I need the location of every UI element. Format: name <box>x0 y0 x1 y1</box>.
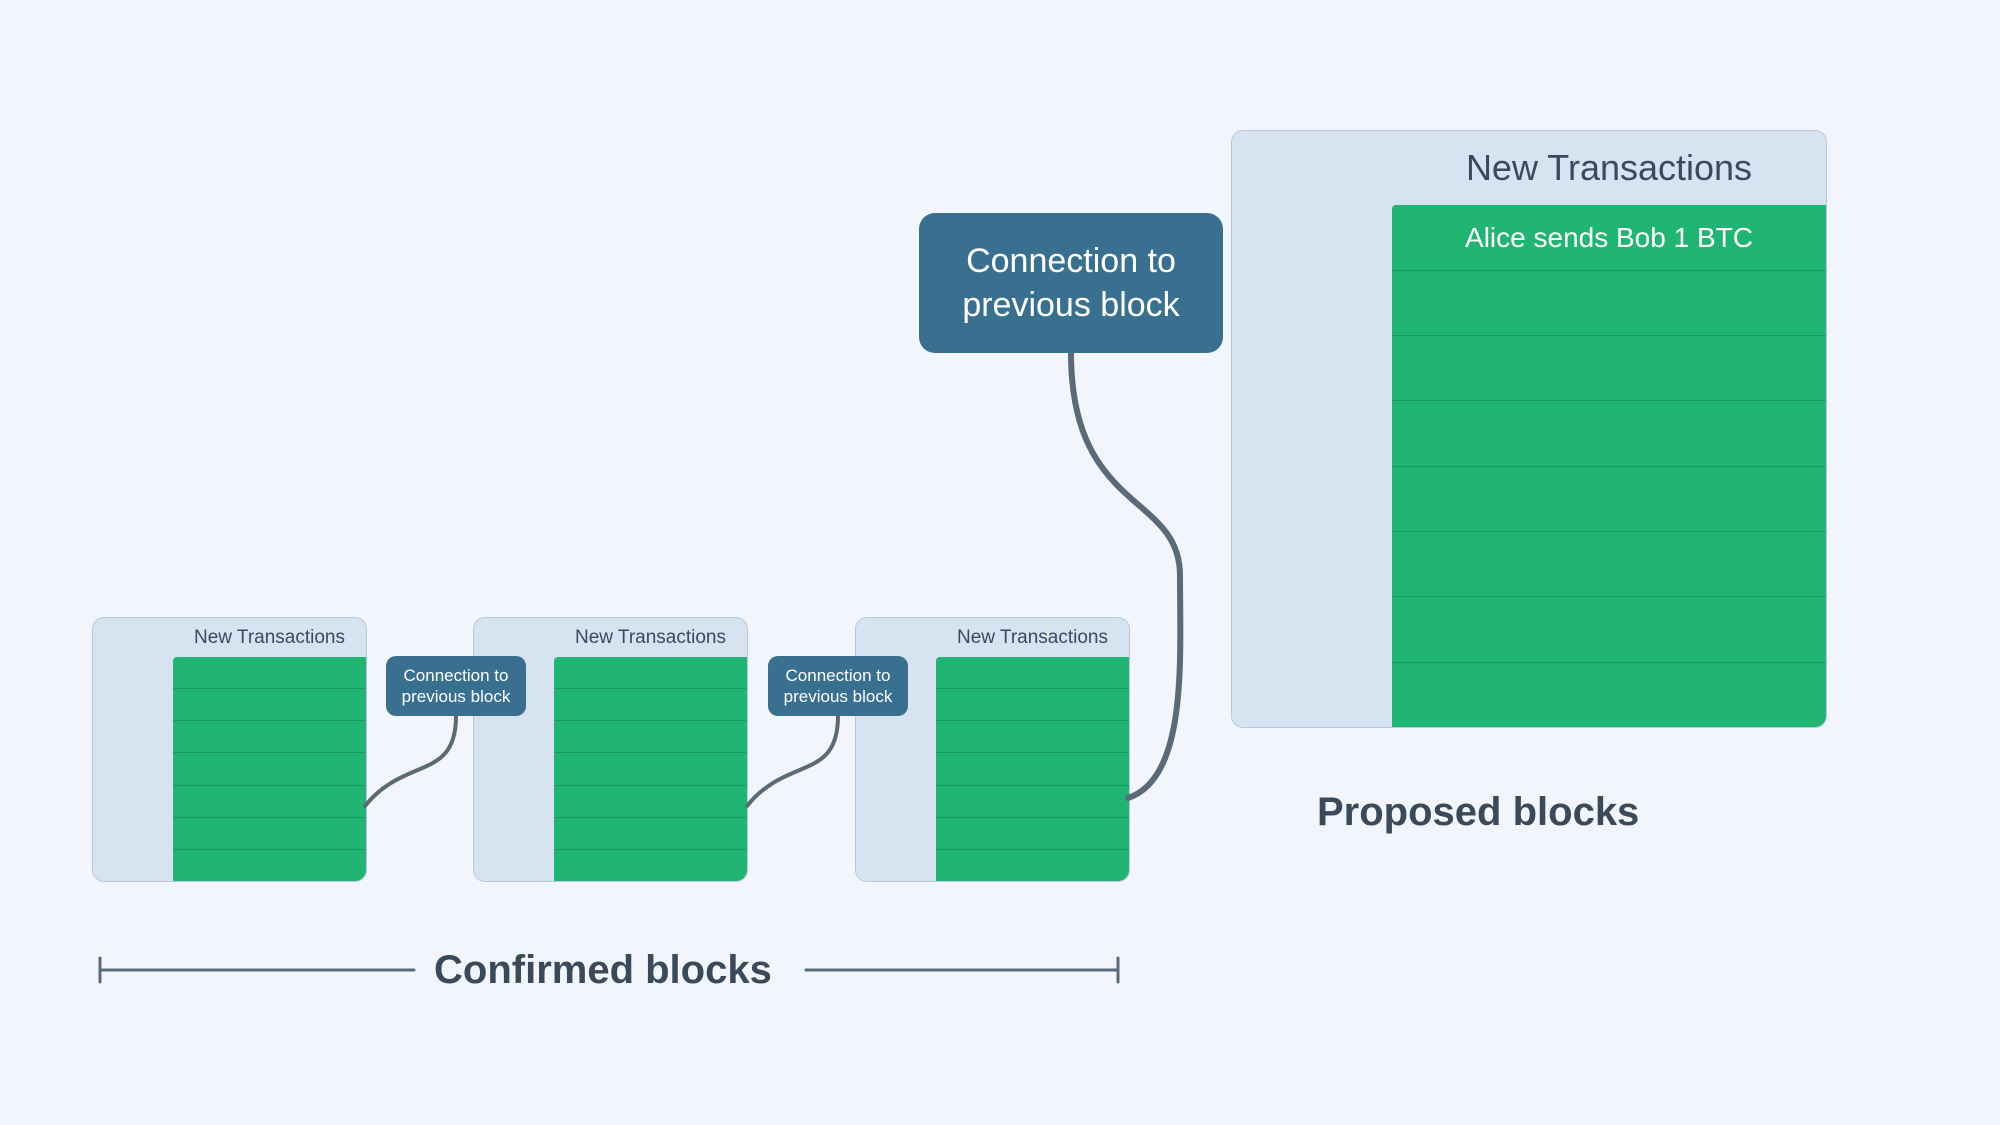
connection-label-large: Connection toprevious block <box>919 213 1223 353</box>
connection-label-small: Connection toprevious block <box>386 656 526 716</box>
connector-layer <box>0 0 2000 1125</box>
connection-label-small: Connection toprevious block <box>768 656 908 716</box>
diagram-canvas: New TransactionsNew TransactionsNew Tran… <box>0 0 2000 1125</box>
